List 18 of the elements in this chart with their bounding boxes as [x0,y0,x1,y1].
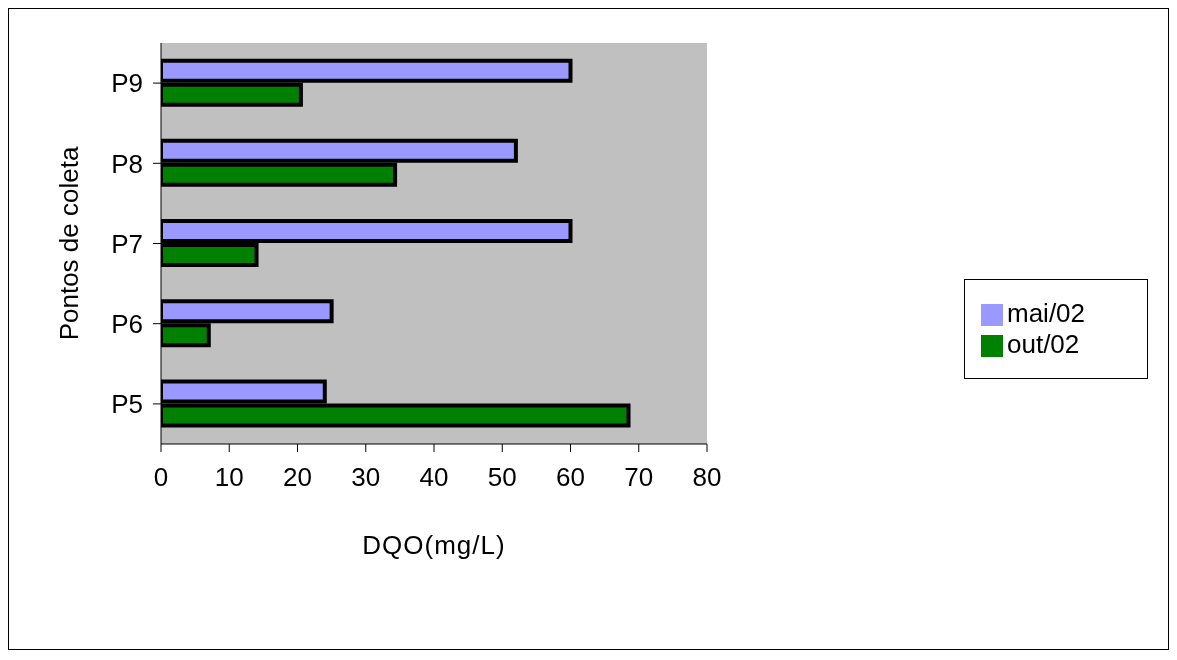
y-axis-title: Pontos de coleta [54,146,85,341]
x-tick-label: 20 [283,462,312,493]
x-tick-label: 70 [624,462,654,493]
y-tick-label: P8 [111,148,143,179]
y-tick-label: P5 [111,389,143,420]
y-tick-label: P9 [111,68,143,99]
y-tick-label: P6 [111,308,143,339]
x-tick-label: 30 [351,462,381,493]
x-tick-label: 60 [556,462,585,493]
x-tick-label: 50 [487,462,517,493]
legend-label: out/02 [1007,329,1080,359]
y-tick-label: P7 [111,228,143,259]
x-axis-title: DQO(mg/L) [362,530,506,560]
x-tick-label: 80 [692,462,722,493]
legend-label: mai/02 [1007,298,1086,328]
x-tick-label: 10 [214,462,244,493]
x-tick-label: 0 [153,462,169,493]
x-tick-label: 40 [419,462,449,493]
